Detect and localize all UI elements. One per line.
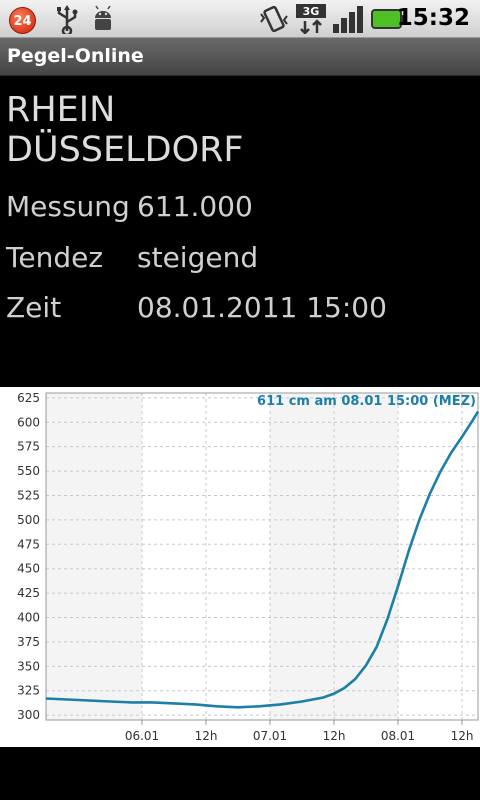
y-tick-label: 450 [17,562,40,576]
water-level-line [45,410,480,709]
clock: 15:32 [396,5,470,31]
x-tick-label: 08.01 [381,729,415,743]
y-tick-label: 525 [17,488,40,502]
android-debug-icon [95,5,111,30]
y-tick-label: 575 [17,440,40,454]
water-level-chart: 300 325 350 375 400 425 450 475 500 525 550 575 600 6… [0,387,480,747]
chart-title: 611 cm am 08.01 15:00 (MEZ) [257,394,476,409]
x-tick-label: 12h [195,729,218,743]
notification-badge[interactable]: 24 [9,7,36,34]
chart-svg: 300 325 350 375 400 425 450 475 500 525 550 575 600 6… [17,391,480,743]
vibrate-icon [260,5,288,33]
y-tick-label: 600 [17,415,40,429]
status-bar: 24 3G 15:32 [0,0,480,38]
y-tick-label: 425 [17,586,40,600]
x-tick-label: 07.01 [253,729,287,743]
measurement-label: Messung [6,190,130,223]
plot-frame [45,392,479,721]
app-title: Pegel-Online [7,45,144,67]
time-label: Zeit [6,291,62,324]
trend-row: Tendez steigend [6,241,258,274]
x-tick-label: 12h [451,729,474,743]
y-tick-label: 300 [17,708,40,722]
y-tick-label: 375 [17,635,40,649]
measurement-row: Messung 611.000 [6,190,253,223]
y-tick-label: 625 [17,391,40,405]
y-tick-label: 325 [17,684,40,698]
y-tick-label: 500 [17,513,40,527]
y-tick-label: 475 [17,537,40,551]
measurement-value: 611.000 [137,190,253,223]
trend-value: steigend [137,241,259,274]
usb-icon [57,5,78,34]
river-name: RHEIN [6,90,116,130]
time-row: Zeit 08.01.2011 15:00 [6,291,387,324]
app-title-bar: Pegel-Online [0,38,480,76]
location-name: DÜSSELDORF [6,130,244,170]
y-tick-label: 550 [17,464,40,478]
station-name: RHEIN DÜSSELDORF [6,90,244,170]
y-tick-label: 350 [17,659,40,673]
x-tick-label: 12h [323,729,346,743]
time-value: 08.01.2011 15:00 [137,291,387,324]
trend-label: Tendez [6,241,104,274]
x-tick-label: 06.01 [125,729,159,743]
3g-icon: 3G [296,4,326,34]
battery-icon [371,9,404,29]
signal-icon [333,6,363,33]
network-type: 3G [303,5,320,18]
y-tick-label: 400 [17,611,40,625]
day-band-0 [46,393,142,720]
